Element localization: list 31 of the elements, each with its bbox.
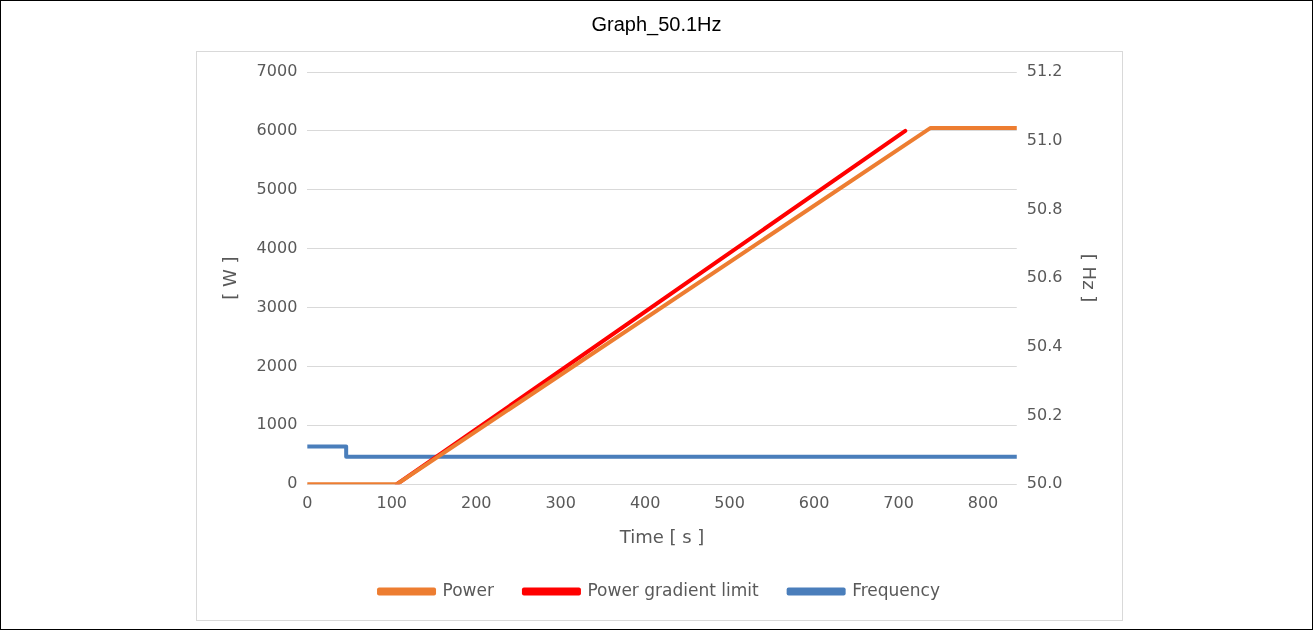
x-tick-label: 500 bbox=[714, 492, 745, 512]
legend-label: Frequency bbox=[852, 579, 940, 600]
y-tick-label: 5000 bbox=[256, 178, 298, 198]
y-tick-label: 1000 bbox=[256, 414, 298, 434]
x-tick-label: 300 bbox=[545, 492, 576, 512]
legend-label: Power gradient limit bbox=[587, 579, 759, 600]
y2-tick-label: 50.6 bbox=[1026, 267, 1063, 287]
x-tick-label: 400 bbox=[629, 492, 661, 512]
y2-tick-label: 50.8 bbox=[1026, 198, 1063, 218]
x-tick-label: 0 bbox=[302, 492, 313, 512]
y-axis-title: [ W ] bbox=[219, 256, 241, 300]
y2-tick-label: 50.2 bbox=[1026, 404, 1063, 424]
y2-axis-title: [ Hz ] bbox=[1078, 253, 1100, 303]
legend-label: Power bbox=[442, 579, 494, 600]
x-tick-label: 200 bbox=[460, 492, 492, 512]
y-tick-label: 2000 bbox=[256, 355, 298, 375]
y2-tick-label: 51.2 bbox=[1026, 61, 1063, 81]
y2-tick-label: 51.0 bbox=[1026, 129, 1063, 149]
x-tick-label: 700 bbox=[883, 492, 914, 512]
y-tick-label: 4000 bbox=[256, 237, 298, 257]
x-axis-title: Time [ s ] bbox=[618, 525, 705, 547]
y-tick-label: 0 bbox=[287, 473, 298, 493]
y-tick-label: 6000 bbox=[256, 120, 298, 140]
x-tick-label: 800 bbox=[967, 492, 999, 512]
chart-title: Graph_50.1Hz bbox=[590, 13, 723, 36]
y-tick-label: 7000 bbox=[256, 61, 298, 81]
y-tick-label: 3000 bbox=[256, 296, 298, 316]
y2-tick-label: 50.4 bbox=[1026, 335, 1063, 355]
y2-tick-label: 50.0 bbox=[1026, 473, 1063, 493]
x-tick-label: 100 bbox=[376, 492, 408, 512]
x-tick-label: 600 bbox=[798, 492, 830, 512]
